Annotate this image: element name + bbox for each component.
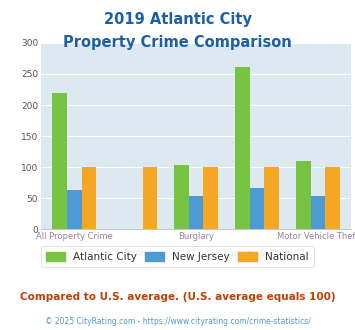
Bar xyxy=(235,67,250,229)
Bar xyxy=(67,189,82,229)
Bar xyxy=(325,167,340,229)
Bar xyxy=(203,167,218,229)
Bar xyxy=(296,161,311,229)
Text: Property Crime Comparison: Property Crime Comparison xyxy=(63,35,292,50)
Bar xyxy=(264,167,279,229)
Text: 2019 Atlantic City: 2019 Atlantic City xyxy=(104,12,251,26)
Text: Compared to U.S. average. (U.S. average equals 100): Compared to U.S. average. (U.S. average … xyxy=(20,292,335,302)
Bar xyxy=(174,165,189,229)
Legend: Atlantic City, New Jersey, National: Atlantic City, New Jersey, National xyxy=(41,247,314,267)
Bar xyxy=(311,196,325,229)
Bar xyxy=(53,93,67,229)
Bar xyxy=(143,167,157,229)
Text: Larceny & Theft: Larceny & Theft xyxy=(224,249,290,258)
Text: Arson: Arson xyxy=(123,249,147,258)
Bar xyxy=(189,196,203,229)
Bar xyxy=(250,188,264,229)
Text: © 2025 CityRating.com - https://www.cityrating.com/crime-statistics/: © 2025 CityRating.com - https://www.city… xyxy=(45,317,310,326)
Bar xyxy=(82,167,96,229)
